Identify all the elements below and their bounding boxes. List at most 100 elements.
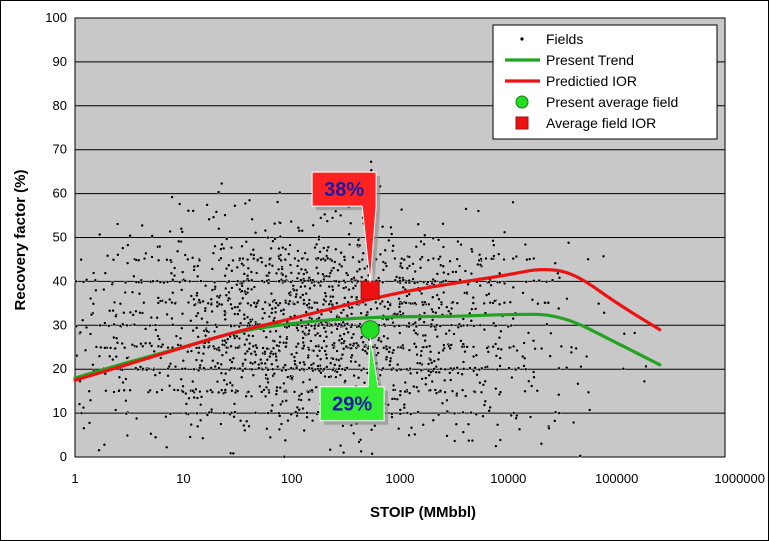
field-point	[200, 359, 204, 363]
field-point	[432, 324, 437, 329]
field-point	[469, 410, 473, 415]
field-point	[424, 382, 428, 386]
field-point	[419, 239, 423, 244]
field-point	[219, 362, 223, 367]
field-point	[315, 266, 319, 270]
field-point	[323, 291, 327, 295]
field-point	[265, 273, 269, 278]
field-point	[524, 280, 528, 284]
field-point	[430, 361, 434, 365]
field-point	[232, 324, 237, 328]
field-point	[322, 339, 326, 343]
field-point	[253, 411, 258, 415]
field-point	[331, 266, 336, 270]
field-point	[306, 355, 310, 360]
field-point	[209, 366, 213, 370]
field-point	[130, 290, 135, 294]
field-point	[380, 299, 384, 304]
field-point	[331, 357, 335, 361]
field-point	[393, 312, 397, 316]
field-point	[364, 313, 369, 317]
field-point	[105, 253, 110, 258]
field-point	[210, 267, 215, 271]
field-point	[121, 246, 125, 250]
field-point	[381, 268, 386, 272]
field-point	[131, 313, 135, 317]
field-point	[311, 361, 316, 366]
field-point	[142, 256, 147, 261]
field-point	[301, 336, 305, 340]
field-point	[298, 361, 302, 365]
field-point	[511, 316, 515, 321]
field-point	[419, 368, 423, 372]
field-point	[194, 387, 198, 391]
field-point	[393, 256, 397, 261]
field-point	[107, 354, 112, 358]
field-point	[293, 362, 297, 366]
field-point	[498, 364, 502, 368]
field-point	[94, 288, 98, 292]
field-point	[586, 390, 591, 394]
field-point	[362, 381, 367, 385]
field-point	[235, 389, 240, 393]
field-point	[352, 341, 356, 346]
field-point	[123, 280, 128, 285]
field-point	[314, 242, 319, 247]
field-point	[448, 259, 452, 263]
field-point	[272, 372, 276, 376]
field-point	[430, 379, 434, 384]
field-point	[205, 413, 210, 417]
y-tick-label: 60	[53, 186, 67, 201]
field-point	[121, 322, 125, 326]
field-point	[343, 296, 347, 300]
field-point	[351, 255, 355, 259]
field-point	[195, 424, 200, 429]
field-point	[301, 293, 305, 297]
field-point	[249, 319, 253, 324]
field-point	[280, 399, 285, 404]
field-point	[167, 384, 172, 388]
field-point	[172, 273, 177, 278]
field-point	[128, 388, 132, 392]
field-point	[415, 352, 419, 357]
field-point	[301, 406, 305, 411]
field-point	[108, 346, 113, 350]
field-point	[428, 388, 432, 392]
field-point	[238, 366, 242, 371]
field-point	[134, 366, 138, 370]
legend-item: Present average field	[515, 94, 678, 110]
field-point	[198, 363, 202, 368]
field-point	[267, 271, 271, 275]
field-point	[223, 274, 227, 278]
field-point	[502, 257, 506, 262]
field-point	[569, 345, 574, 349]
field-point	[259, 357, 263, 362]
field-point	[240, 244, 244, 248]
field-point	[283, 247, 288, 252]
field-point	[205, 203, 209, 207]
field-point	[532, 375, 536, 379]
field-point	[411, 262, 415, 266]
field-point	[138, 311, 142, 315]
field-point	[297, 228, 301, 233]
field-point	[166, 374, 170, 378]
field-point	[313, 367, 318, 372]
field-point	[196, 351, 201, 355]
field-point	[445, 409, 449, 414]
field-point	[195, 291, 199, 295]
field-point	[557, 366, 561, 370]
field-point	[537, 278, 541, 283]
field-point	[277, 246, 281, 251]
field-point	[476, 209, 481, 213]
field-point	[295, 264, 300, 268]
field-point	[318, 283, 323, 288]
field-point	[173, 301, 177, 306]
field-point	[156, 334, 160, 338]
field-point	[381, 366, 385, 371]
field-point	[432, 359, 436, 363]
field-point	[316, 324, 321, 328]
field-point	[168, 412, 173, 416]
field-point	[224, 237, 229, 241]
field-point	[382, 334, 386, 338]
field-point	[382, 322, 386, 327]
